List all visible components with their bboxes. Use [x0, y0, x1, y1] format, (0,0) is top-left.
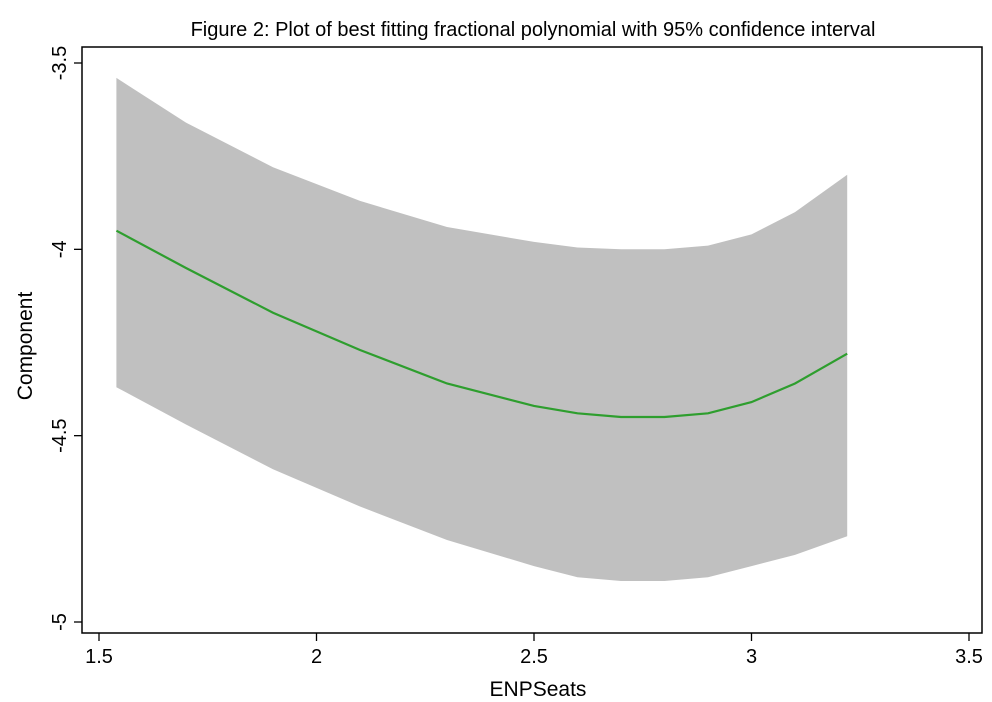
y-axis-title: Component	[14, 292, 37, 401]
x-axis-title: ENPSeats	[490, 678, 587, 701]
y-tick-label: -4.5	[49, 418, 71, 452]
x-tick-label: 1.5	[85, 646, 113, 668]
x-tick-label: 2	[311, 646, 322, 668]
y-tick-label: -3.5	[49, 46, 71, 80]
chart-title: Figure 2: Plot of best fitting fractiona…	[191, 19, 876, 41]
confidence-band	[116, 77, 848, 582]
x-tick-label: 2.5	[520, 646, 548, 668]
y-axis: -3.5 -4 -4.5 -5	[49, 46, 82, 631]
x-tick-label: 3	[746, 646, 757, 668]
plot-frame	[81, 46, 983, 634]
x-tick-label: 3.5	[955, 646, 983, 668]
fitted-line	[115, 229, 848, 419]
plot-area	[115, 77, 848, 582]
y-tick-label: -4	[49, 240, 71, 258]
x-axis: 1.5 2 2.5 3 3.5	[85, 633, 983, 668]
y-tick-label: -5	[49, 613, 71, 631]
